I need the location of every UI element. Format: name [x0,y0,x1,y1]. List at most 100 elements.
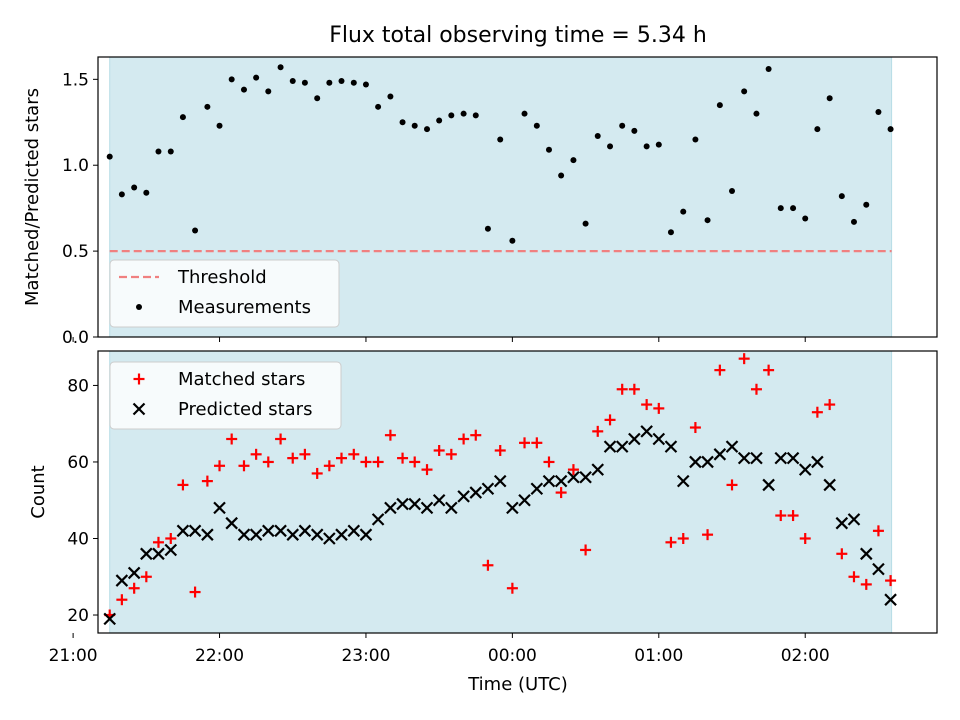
x-tick-label: 01:00 [634,646,683,666]
x-stroke-b [152,547,165,561]
measurement-point [399,119,406,126]
matched-star-point [592,425,604,437]
x-stroke-b [408,497,421,511]
predicted-star-point [262,524,275,538]
predicted-star-point [786,451,800,465]
bottom-y-axis-label: Count [28,465,49,518]
measurement-point [240,86,247,93]
measurements-series [106,64,894,244]
matched-star-point [201,475,213,487]
matched-stars-series [104,353,897,621]
x-stroke-b [774,451,788,465]
predicted-star-point [603,440,617,453]
x-stroke-b [579,470,592,484]
x-stroke-b [127,566,141,580]
measurement-point [424,126,431,133]
measurement-point [582,220,589,227]
predicted-star-point [384,501,397,515]
matched-star-point [543,456,555,468]
x-tick-label: 00:00 [488,646,537,666]
measurement-point [850,218,857,225]
predicted-star-point [152,547,165,561]
x-stroke-b [359,528,373,541]
x-stroke-b [432,493,446,507]
measurement-point [741,88,748,95]
matched-star-point [824,399,836,411]
matched-star-point [482,559,494,571]
top-ticks: 0.0 0.5 1.0 1.5 [62,70,806,348]
measurement-point [765,66,772,73]
x-stroke-b [872,562,885,576]
top-y-axis-label: Matched/Predicted stars [22,88,43,306]
matched-star-point [628,383,640,395]
matched-star-point [311,467,323,479]
x-stroke-b [506,501,519,515]
legend-box [109,259,340,328]
predicted-star-point [335,528,348,541]
x-stroke-b [371,513,385,526]
matched-star-point [336,452,348,464]
y-tick-label: 1.5 [62,70,89,90]
measurement-point [326,79,333,86]
predicted-star-point [530,482,544,496]
chart-title: Flux total observing time = 5.34 h [329,23,707,48]
measurement-point [777,205,784,212]
bottom-panel: 21:00 22:00 23:00 00:00 01:00 02:00 20 40 60 80 C… [28,350,938,695]
matched-star-point [641,399,653,411]
measurement-point [338,78,345,85]
predicted-star-point [872,562,885,576]
legend-label: Matched stars [178,369,305,390]
matched-star-point [848,571,860,583]
x-stroke-b [310,528,324,541]
predicted-star-point [860,547,873,561]
matched-star-point [262,456,274,468]
measurement-point [838,193,845,200]
x-stroke-b [286,528,300,541]
predicted-star-point [737,451,751,465]
matched-star-point [872,525,884,537]
measurement-point [362,81,369,88]
matched-star-point [714,364,726,376]
x-stroke-b [664,440,678,453]
predicted-star-point [884,593,897,606]
x-stroke-b [762,478,775,492]
x-stroke-b [567,470,580,484]
predicted-star-point [237,528,251,541]
x-tick-label: 21:00 [49,646,98,666]
predicted-star-point [323,532,336,545]
measurement-point [790,205,797,212]
top-legend: Threshold Measurements [109,259,340,328]
measurement-point [509,237,516,244]
measurement-point [192,227,199,234]
matched-star-point [360,456,372,468]
measurement-point [655,141,662,148]
matched-star-point [885,575,897,587]
x-stroke-b [396,497,409,511]
x-stroke-b [860,547,873,561]
matched-star-point [152,536,164,548]
y-tick-label: 20 [67,606,89,626]
predicted-star-point [225,516,238,530]
matched-star-point [836,548,848,560]
predicted-star-point [664,440,678,453]
x-stroke-b [811,455,824,469]
predicted-star-point [457,490,470,503]
top-panel: 0.0 0.5 1.0 1.5 Matched/Predicted stars Thr… [22,56,938,348]
y-tick-label: 1.0 [62,156,89,176]
predicted-star-point [140,547,153,561]
predicted-star-point [408,497,421,511]
legend-label: Predicted stars [178,399,312,420]
predicted-star-point [542,474,556,488]
x-stroke-b [469,486,483,499]
predicted-star-point [567,470,580,484]
x-stroke-b [750,451,763,465]
x-stroke-b [591,463,605,476]
x-stroke-b [542,474,556,488]
y-tick-label: 0.5 [62,242,89,262]
predicted-star-point [689,455,702,469]
x-stroke-b [323,532,336,545]
x-stroke-b [835,516,849,530]
x-stroke-b [615,440,629,453]
x-stroke-b [823,478,836,492]
predicted-star-point [115,574,129,587]
